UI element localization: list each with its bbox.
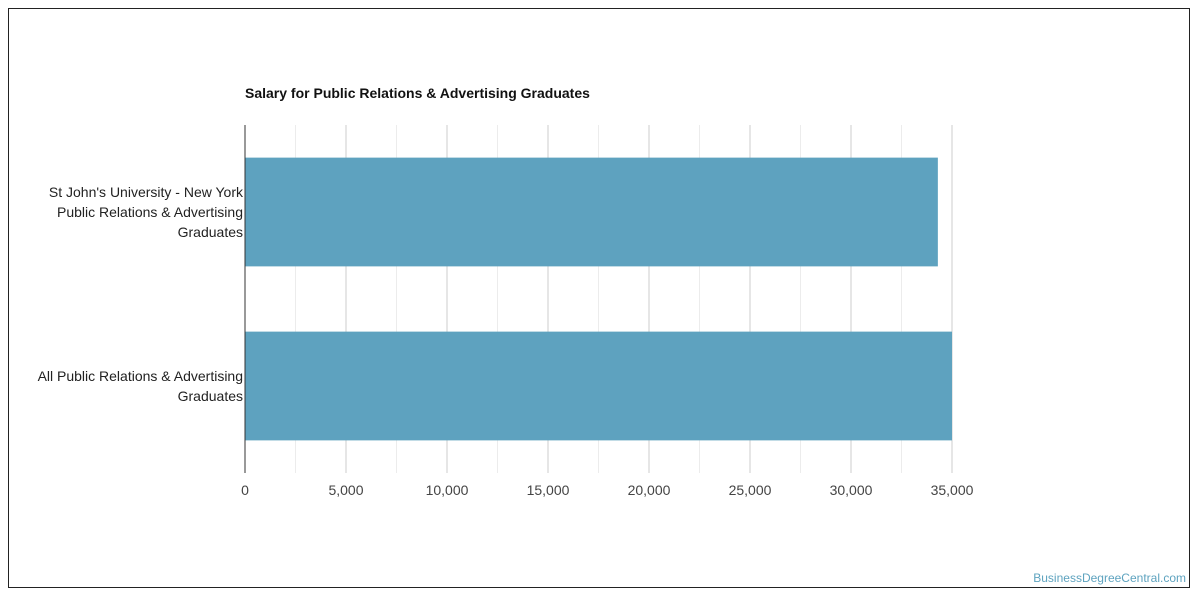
- bar-2[interactable]: [245, 331, 952, 441]
- bar-1[interactable]: [245, 157, 938, 267]
- bars: [245, 157, 952, 441]
- x-tick-label: 5,000: [328, 482, 363, 498]
- watermark[interactable]: BusinessDegreeCentral.com: [1033, 571, 1186, 585]
- chart-title: Salary for Public Relations & Advertisin…: [245, 85, 590, 101]
- labels: St John's University - New York Public Re…: [38, 184, 974, 498]
- x-tick-label: 35,000: [931, 482, 974, 498]
- x-tick-label: 10,000: [426, 482, 469, 498]
- x-tick-label: 30,000: [830, 482, 873, 498]
- category-label-2: All Public Relations & Advertising Gradua…: [38, 368, 243, 404]
- x-tick-label: 20,000: [628, 482, 671, 498]
- chart-frame: [8, 8, 1190, 588]
- x-tick-label: 25,000: [729, 482, 772, 498]
- x-tick-label: 0: [241, 482, 249, 498]
- x-tick-label: 15,000: [527, 482, 570, 498]
- category-label-1: St John's University - New York Public Re…: [49, 184, 244, 240]
